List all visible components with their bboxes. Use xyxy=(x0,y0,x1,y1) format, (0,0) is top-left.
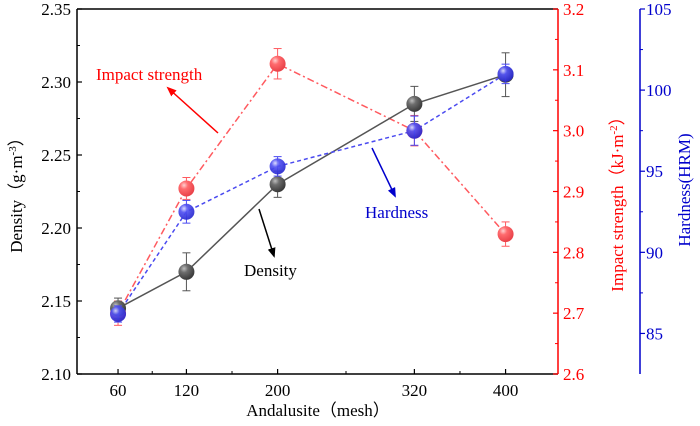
density-point xyxy=(406,95,423,112)
x-tick-label: 60 xyxy=(110,381,127,400)
left-tick-label: 2.30 xyxy=(41,73,71,92)
hardness-tick-label: 100 xyxy=(646,81,672,100)
hardness-point xyxy=(269,158,286,175)
right-axis-hardness: 85 90 95 100 105 xyxy=(639,0,672,374)
left-tick-label: 2.10 xyxy=(41,365,71,384)
x-tick-label: 200 xyxy=(265,381,291,400)
plot-frame xyxy=(77,8,558,375)
hardness-tick-label: 95 xyxy=(646,162,663,181)
x-tick-label: 400 xyxy=(493,381,519,400)
series-line-density xyxy=(117,73,506,309)
hardness-point xyxy=(406,122,423,139)
impact-tick-label: 3.1 xyxy=(563,61,584,80)
impact-strength-arrow xyxy=(166,86,219,134)
hardness-tick-label: 90 xyxy=(646,243,663,262)
left-axis-title: Density（g·m-3） xyxy=(7,129,26,252)
hardness-point xyxy=(110,305,127,322)
density-annotation: Density xyxy=(244,261,297,280)
left-axis-density: 2.10 2.15 2.20 2.25 2.30 2.35 xyxy=(41,0,82,384)
right-axis-hardness-title: Hardness(HRM) xyxy=(675,133,694,246)
right-axis-impact-title: Impact strength（kJ·m-2） xyxy=(608,108,627,291)
hardness-arrow xyxy=(371,147,396,198)
impact-tick-label: 3.2 xyxy=(563,0,584,19)
x-axis-title: Andalusite（mesh） xyxy=(246,401,390,420)
hardness-point xyxy=(178,203,195,220)
impact-tick-label: 3.0 xyxy=(563,122,584,141)
impact-strength-point xyxy=(497,226,514,243)
impact-tick-label: 2.6 xyxy=(563,365,584,384)
hardness-tick-label: 85 xyxy=(646,324,663,343)
series-group xyxy=(110,48,514,326)
impact-strength-point xyxy=(178,180,195,197)
density-point xyxy=(269,176,286,193)
hardness-tick-label: 105 xyxy=(646,0,672,19)
left-tick-label: 2.15 xyxy=(41,292,71,311)
density-arrow xyxy=(258,208,276,258)
density-point xyxy=(178,263,195,280)
right-axis-impact-strength: 2.6 2.7 2.8 2.9 3.0 3.1 3.2 xyxy=(553,0,585,384)
hardness-point xyxy=(497,65,514,82)
x-tick-label: 320 xyxy=(402,381,428,400)
left-tick-label: 2.25 xyxy=(41,146,71,165)
impact-strength-point xyxy=(269,55,286,72)
impact-tick-label: 2.9 xyxy=(563,183,584,202)
left-tick-label: 2.20 xyxy=(41,219,71,238)
impact-tick-label: 2.7 xyxy=(563,304,585,323)
impact-tick-label: 2.8 xyxy=(563,243,584,262)
x-axis: 60 120 200 320 400 xyxy=(110,369,519,400)
hardness-annotation: Hardness xyxy=(365,203,428,222)
left-tick-label: 2.35 xyxy=(41,0,71,19)
x-tick-label: 120 xyxy=(174,381,200,400)
series-line-impact-strength xyxy=(117,62,507,314)
impact-strength-annotation: Impact strength xyxy=(96,65,203,84)
